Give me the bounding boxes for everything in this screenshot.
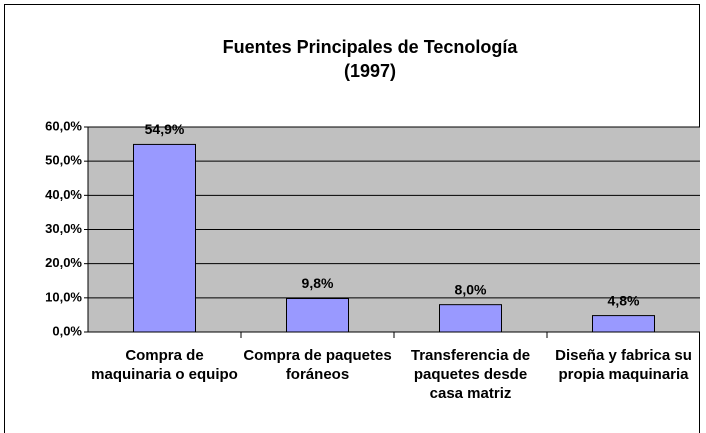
y-tick-label: 60,0%: [45, 118, 82, 133]
y-tick-label: 0,0%: [52, 323, 82, 338]
chart-title: Fuentes Principales de Tecnología: [223, 37, 519, 57]
bar: [592, 315, 655, 333]
bar: [439, 304, 502, 333]
value-label: 9,8%: [302, 275, 334, 291]
value-label: 54,9%: [145, 121, 185, 137]
value-label: 4,8%: [608, 292, 640, 308]
x-tick-label: Diseña y fabrica su propia maquinaria: [555, 347, 692, 383]
y-tick-label: 40,0%: [45, 187, 82, 202]
x-tick-label: Compra de paquetes foráneos: [243, 347, 392, 383]
bar: [133, 143, 196, 333]
chart-subtitle: (1997): [344, 61, 396, 81]
x-tick-label: Transferencia de paquetes desde casa mat…: [410, 347, 531, 402]
bar: [286, 298, 349, 333]
y-tick-label: 20,0%: [45, 255, 82, 270]
y-tick-label: 30,0%: [45, 221, 82, 236]
y-tick-label: 10,0%: [45, 289, 82, 304]
x-tick-label: Compra de maquinaria o equipo: [91, 347, 238, 383]
value-label: 8,0%: [455, 281, 487, 297]
y-tick-label: 50,0%: [45, 153, 82, 168]
